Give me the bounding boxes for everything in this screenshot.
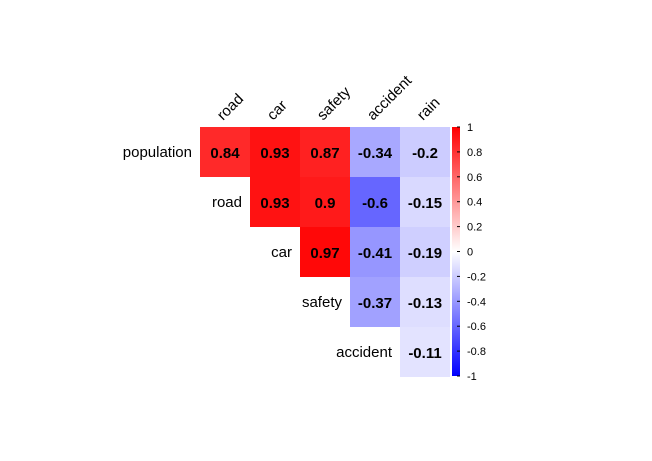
heatmap-cell-road-rain bbox=[400, 177, 450, 227]
heatmap-cell-safety-rain bbox=[400, 277, 450, 327]
cell-value-label: -0.37 bbox=[358, 295, 392, 312]
colorbar-tick-label: -0.2 bbox=[467, 271, 486, 283]
cell-value-label: 0.97 bbox=[310, 245, 339, 262]
colorbar-tick-label: 0 bbox=[467, 247, 473, 259]
heatmap-cell-population-rain bbox=[400, 127, 450, 177]
colorbar-tick-label: 0.2 bbox=[467, 222, 482, 234]
row-label-accident: accident bbox=[336, 344, 393, 361]
heatmap-cell-road-car bbox=[250, 177, 300, 227]
column-label-accident: accident bbox=[364, 72, 416, 124]
colorbar-tick-label: -0.4 bbox=[467, 296, 486, 308]
heatmap-cell-safety-accident bbox=[350, 277, 400, 327]
cell-value-label: -0.2 bbox=[412, 145, 438, 162]
column-label-car: car bbox=[264, 97, 291, 124]
column-label-rain: rain bbox=[414, 94, 444, 124]
column-label-road: road bbox=[214, 91, 247, 124]
cell-value-label: 0.93 bbox=[260, 195, 289, 212]
column-label-safety: safety bbox=[314, 83, 355, 124]
heatmap-cell-population-accident bbox=[350, 127, 400, 177]
heatmap-cell-car-safety bbox=[300, 227, 350, 277]
cell-value-label: -0.34 bbox=[358, 145, 393, 162]
cell-value-label: 0.9 bbox=[315, 195, 336, 212]
cell-value-label: 0.87 bbox=[310, 145, 339, 162]
colorbar-tick-label: 0.4 bbox=[467, 197, 482, 209]
cell-value-label: -0.11 bbox=[408, 345, 441, 362]
row-labels: population road car safety accident bbox=[123, 144, 393, 361]
row-label-road: road bbox=[212, 194, 242, 211]
colorbar-tick-label: -0.8 bbox=[467, 346, 486, 358]
cell-value-label: -0.15 bbox=[408, 195, 442, 212]
heatmap-cell-population-safety bbox=[300, 127, 350, 177]
row-label-safety: safety bbox=[302, 294, 343, 311]
colorbar-gradient bbox=[452, 127, 460, 376]
colorbar-tick-label: -1 bbox=[467, 371, 477, 383]
heatmap-cell-car-rain bbox=[400, 227, 450, 277]
colorbar-tick-label: 0.6 bbox=[467, 172, 482, 184]
cell-value-label: -0.6 bbox=[362, 195, 388, 212]
heatmap-cell-road-safety bbox=[300, 177, 350, 227]
cell-value-label: -0.19 bbox=[408, 245, 442, 262]
heatmap-cell-population-road bbox=[200, 127, 250, 177]
heatmap-cell-car-accident bbox=[350, 227, 400, 277]
row-label-population: population bbox=[123, 144, 192, 161]
colorbar-tick-label: -0.6 bbox=[467, 321, 486, 333]
cell-value-label: 0.84 bbox=[210, 145, 240, 162]
heatmap-cell-road-accident bbox=[350, 177, 400, 227]
heatmap-cell-labels: 0.84 0.93 0.87 -0.34 -0.2 0.93 0.9 -0.6 -0.15 0.9… bbox=[210, 145, 442, 362]
cell-value-label: -0.41 bbox=[358, 245, 392, 262]
heatmap-cells bbox=[200, 127, 450, 377]
colorbar: 1 0.8 0.6 0.4 0.2 0 -0.2 -0.4 -0.6 -0.8 -1 bbox=[452, 122, 486, 383]
heatmap-cell-population-car bbox=[250, 127, 300, 177]
colorbar-tick-label: 1 bbox=[467, 122, 473, 134]
heatmap-cell-accident-rain bbox=[400, 327, 450, 377]
cell-value-label: 0.93 bbox=[260, 145, 289, 162]
cell-value-label: -0.13 bbox=[408, 295, 442, 312]
row-label-car: car bbox=[271, 244, 292, 261]
colorbar-tick-label: 0.8 bbox=[467, 147, 482, 159]
